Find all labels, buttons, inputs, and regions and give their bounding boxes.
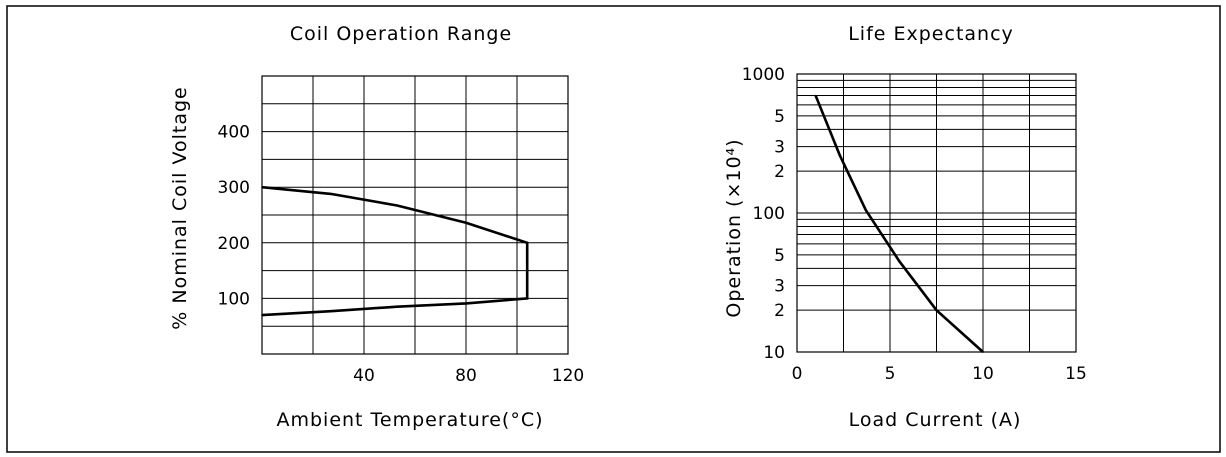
- life-chart-series: [814, 94, 984, 353]
- coil-y-tick-label: 400: [218, 123, 250, 143]
- coil-chart-series: [261, 185, 529, 317]
- coil-chart-y-ticks: 100 200 300 400: [218, 123, 250, 310]
- coil-chart-title: Coil Operation Range: [290, 23, 512, 45]
- life-y-tick-label: 2: [774, 301, 785, 321]
- life-chart-x-label: Load Current (A): [849, 409, 1022, 431]
- coil-data-point: [261, 186, 263, 188]
- life-y-tick-label: 10: [763, 343, 785, 363]
- life-data-point: [865, 209, 867, 211]
- coil-y-tick-label: 200: [218, 234, 250, 254]
- life-data-point: [935, 309, 938, 311]
- coil-x-tick-label: 40: [353, 366, 375, 386]
- life-y-tick-label: 2: [774, 162, 785, 182]
- life-x-tick-label: 10: [972, 364, 994, 384]
- life-x-tick-label: 5: [885, 364, 896, 384]
- life-y-tick-label: 100: [753, 204, 785, 224]
- coil-data-point: [465, 221, 467, 224]
- life-y-tick-label: 3: [774, 277, 785, 297]
- life-data-point: [838, 154, 841, 157]
- coil-data-point: [330, 310, 332, 312]
- life-y-tick-label: 1000: [742, 65, 785, 85]
- life-x-tick-label: 15: [1065, 364, 1087, 384]
- life-y-tick-label: 5: [774, 107, 785, 127]
- life-y-tick-label: 3: [774, 138, 785, 158]
- coil-data-point: [261, 314, 263, 316]
- coil-chart-x-label: Ambient Temperature(°C): [276, 409, 543, 431]
- coil-data-point: [396, 305, 398, 308]
- coil-data-point: [526, 297, 528, 300]
- life-chart-grid: [796, 73, 1077, 353]
- coil-plot-frame: [261, 75, 569, 355]
- life-data-point: [982, 351, 984, 353]
- life-x-tick-label: 0: [792, 364, 803, 384]
- coil-range-curve: [261, 185, 529, 317]
- coil-chart-y-label: % Nominal Coil Voltage: [169, 86, 191, 329]
- life-chart-y-label: Operation (×10⁴): [723, 138, 745, 317]
- coil-operation-range-chart: Coil Operation Range 40 80 120 100 200 300 40…: [169, 23, 584, 431]
- figure-border: [6, 5, 1221, 453]
- coil-data-point: [526, 242, 528, 244]
- coil-data-point: [465, 302, 467, 305]
- life-plot-frame: [796, 73, 1077, 353]
- coil-x-tick-label: 120: [552, 366, 584, 386]
- coil-data-point: [396, 204, 398, 207]
- coil-data-point: [330, 193, 332, 195]
- life-data-point: [898, 260, 901, 263]
- coil-y-tick-label: 300: [218, 178, 250, 198]
- life-expectancy-curve: [814, 95, 984, 353]
- life-expectancy-chart: Life Expectancy 0 5 10 15 10 2 3 5 100 2 3 5 1000 L…: [723, 23, 1087, 431]
- coil-chart-grid: [261, 75, 569, 355]
- life-chart-y-ticks: 10 2 3 5 100 2 3 5 1000: [742, 65, 785, 363]
- coil-chart-x-ticks: 40 80 120: [353, 366, 584, 386]
- life-chart-x-ticks: 0 5 10 15: [792, 364, 1087, 384]
- life-chart-title: Life Expectancy: [848, 23, 1014, 45]
- life-y-tick-label: 5: [774, 246, 785, 266]
- life-data-point: [814, 94, 817, 97]
- coil-x-tick-label: 80: [455, 366, 477, 386]
- coil-y-tick-label: 100: [218, 289, 250, 309]
